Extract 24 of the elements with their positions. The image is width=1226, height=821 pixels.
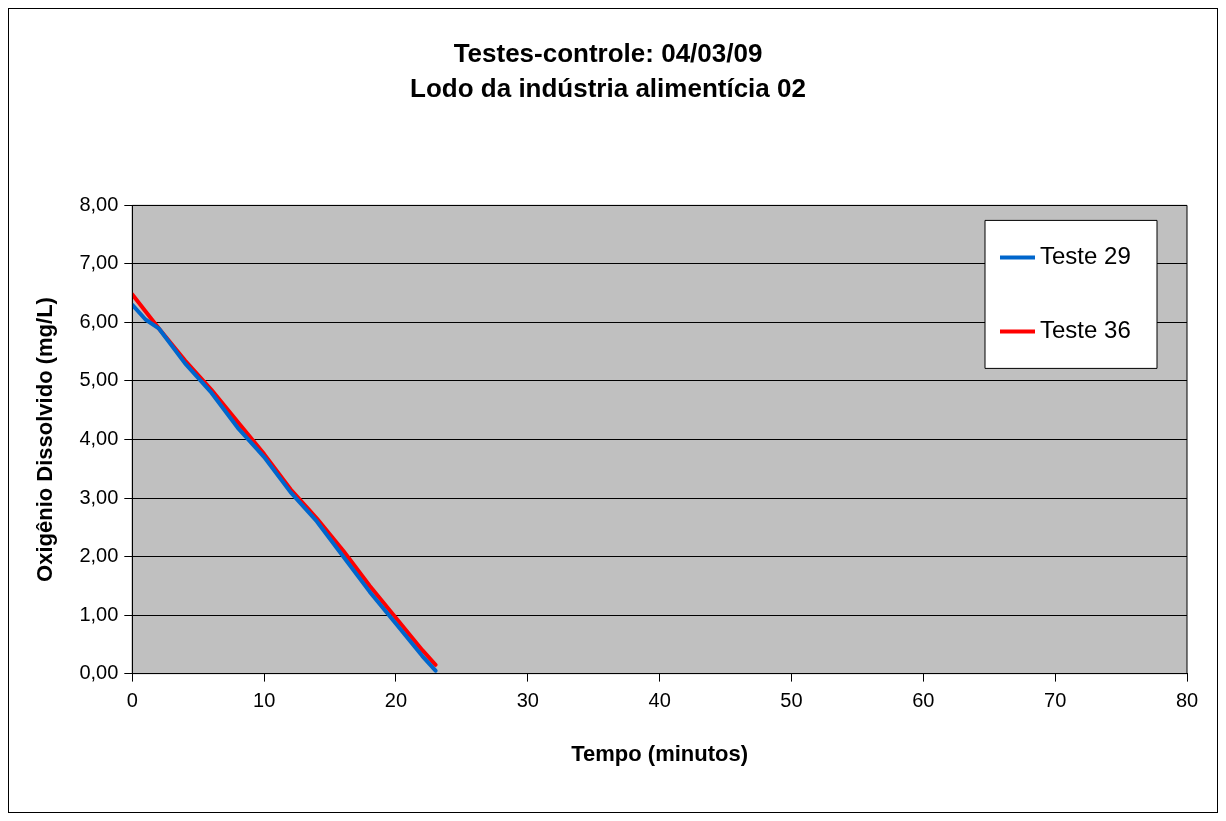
y-tick-label: 4,00 bbox=[79, 427, 119, 450]
chart-title: Testes-controle: 04/03/09 bbox=[453, 37, 763, 68]
y-tick-label: 0,00 bbox=[79, 661, 119, 684]
y-tick-label: 8,00 bbox=[79, 192, 119, 215]
x-tick-label: 40 bbox=[648, 689, 671, 712]
y-tick-label: 1,00 bbox=[79, 602, 119, 625]
y-tick-label: 5,00 bbox=[79, 368, 119, 391]
x-tick-label: 10 bbox=[253, 689, 276, 712]
y-tick-label: 7,00 bbox=[79, 251, 119, 274]
x-tick-label: 80 bbox=[1175, 689, 1199, 712]
x-tick-label: 70 bbox=[1044, 689, 1067, 712]
chart-subtitle: Lodo da indústria alimentícia 02 bbox=[410, 72, 806, 103]
y-tick-label: 3,00 bbox=[79, 485, 119, 508]
y-axis-title: Oxigênio Dissolvido (mg/L) bbox=[32, 297, 58, 582]
x-tick-label: 60 bbox=[912, 689, 935, 712]
y-tick-label: 2,00 bbox=[79, 544, 119, 567]
x-tick-label: 30 bbox=[516, 689, 539, 712]
y-tick-label: 6,00 bbox=[79, 309, 119, 332]
x-tick-label: 50 bbox=[780, 689, 803, 712]
x-tick-label: 0 bbox=[126, 689, 138, 712]
legend-label: Teste 36 bbox=[1040, 316, 1131, 344]
legend-label: Teste 29 bbox=[1040, 242, 1131, 270]
x-tick-label: 20 bbox=[384, 689, 408, 712]
x-axis-title: Tempo (minutos) bbox=[571, 740, 749, 766]
